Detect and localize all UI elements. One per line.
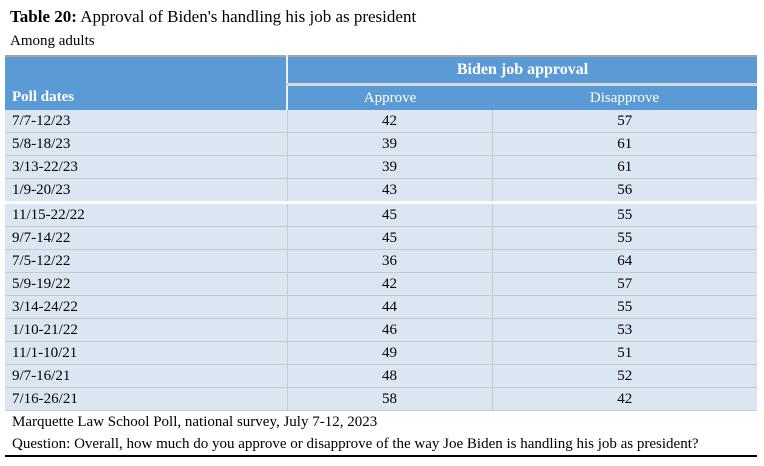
- table-row: 7/16-26/21 58 42: [5, 387, 758, 411]
- approve-cell: 42: [287, 272, 493, 296]
- disapprove-cell: 57: [492, 272, 758, 296]
- disapprove-cell: 55: [492, 295, 758, 319]
- poll-date-cell: 7/5-12/22: [5, 249, 288, 273]
- table-row: 5/9-19/22 42 57: [5, 272, 758, 296]
- poll-date-cell: 3/13-22/23: [5, 155, 288, 179]
- poll-date-cell: 11/1-10/21: [5, 341, 288, 365]
- table-row: 7/7-12/23 42 57: [5, 110, 758, 133]
- poll-date-cell: 5/9-19/22: [5, 272, 288, 296]
- poll-table: Poll dates Biden job approval Approve Di…: [5, 55, 758, 457]
- poll-date-cell: 5/8-18/23: [5, 132, 288, 156]
- approve-cell: 43: [287, 178, 493, 204]
- poll-date-cell: 11/15-22/22: [5, 202, 288, 227]
- question-line: Question: Overall, how much do you appro…: [5, 433, 758, 456]
- table-title-text: Approval of Biden's handling his job as …: [76, 7, 417, 26]
- poll-date-cell: 9/7-16/21: [5, 364, 288, 388]
- page-title: Table 20: Approval of Biden's handling h…: [10, 6, 764, 27]
- group-header: Biden job approval: [287, 56, 758, 86]
- table-row: 11/1-10/21 49 51: [5, 341, 758, 365]
- approve-cell: 48: [287, 364, 493, 388]
- table-row: 1/10-21/22 46 53: [5, 318, 758, 342]
- table-row: 7/5-12/22 36 64: [5, 249, 758, 273]
- disapprove-cell: 64: [492, 249, 758, 273]
- poll-date-cell: 1/9-20/23: [5, 178, 288, 204]
- disapprove-cell: 52: [492, 364, 758, 388]
- approve-cell: 42: [287, 110, 493, 133]
- disapprove-cell: 42: [492, 387, 758, 411]
- poll-date-cell: 9/7-14/22: [5, 226, 288, 250]
- poll-rows: 7/7-12/23 42 57 5/8-18/23 39 61 3/13-22/23 39 61…: [5, 110, 758, 411]
- source-line: Marquette Law School Poll, national surv…: [5, 410, 758, 433]
- table-footer: Marquette Law School Poll, national surv…: [5, 410, 758, 456]
- poll-date-cell: 7/16-26/21: [5, 387, 288, 411]
- table-row: 1/9-20/23 43 56: [5, 178, 758, 204]
- poll-date-cell: 3/14-24/22: [5, 295, 288, 319]
- disapprove-cell: 61: [492, 132, 758, 156]
- approve-cell: 39: [287, 132, 493, 156]
- subtitle: Among adults: [10, 33, 95, 49]
- approve-cell: 45: [287, 226, 493, 250]
- table-header: Poll dates Biden job approval Approve Di…: [5, 56, 758, 110]
- disapprove-cell: 61: [492, 155, 758, 179]
- approve-header: Approve: [287, 84, 492, 110]
- disapprove-cell: 55: [492, 202, 758, 227]
- table-row: 9/7-14/22 45 55: [5, 226, 758, 250]
- disapprove-cell: 51: [492, 341, 758, 365]
- poll-date-cell: 7/7-12/23: [5, 110, 288, 133]
- disapprove-header: Disapprove: [492, 84, 758, 110]
- table-number: Table 20:: [10, 7, 77, 26]
- disapprove-cell: 57: [492, 110, 758, 133]
- poll-date-cell: 1/10-21/22: [5, 318, 288, 342]
- table-row: 9/7-16/21 48 52: [5, 364, 758, 388]
- table-row: 11/15-22/22 45 55: [5, 202, 758, 227]
- disapprove-cell: 56: [492, 178, 758, 204]
- approve-cell: 46: [287, 318, 493, 342]
- poll-dates-header: Poll dates: [5, 56, 288, 110]
- table-row: 3/13-22/23 39 61: [5, 155, 758, 179]
- disapprove-cell: 53: [492, 318, 758, 342]
- approve-cell: 49: [287, 341, 493, 365]
- approve-cell: 36: [287, 249, 493, 273]
- disapprove-cell: 55: [492, 226, 758, 250]
- table-row: 5/8-18/23 39 61: [5, 132, 758, 156]
- approve-cell: 45: [287, 202, 493, 227]
- approve-cell: 44: [287, 295, 493, 319]
- approve-cell: 39: [287, 155, 493, 179]
- table-row: 3/14-24/22 44 55: [5, 295, 758, 319]
- approve-cell: 58: [287, 387, 493, 411]
